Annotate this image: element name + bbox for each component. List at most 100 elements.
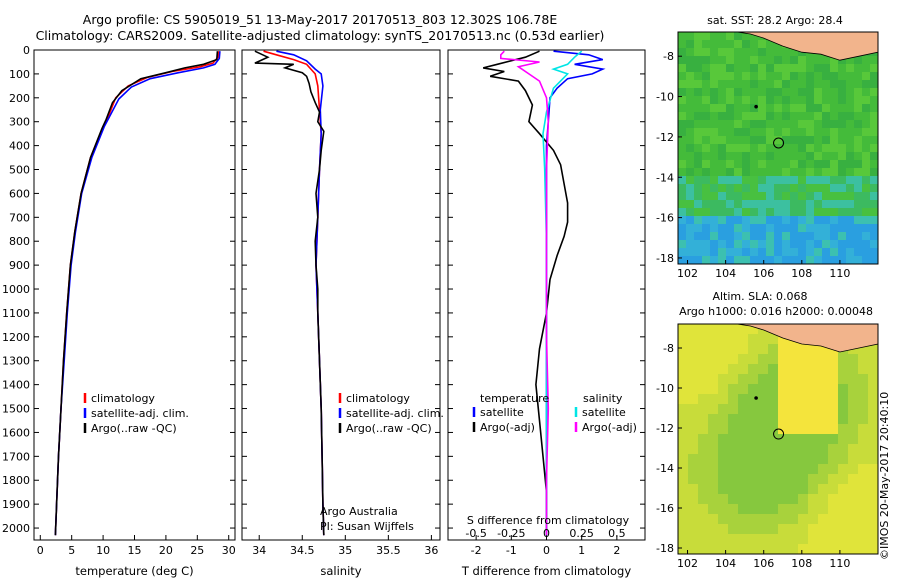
sla_map-map-cell — [818, 454, 829, 465]
sst_map-map-cell — [742, 184, 751, 193]
sst_map-map-cell — [822, 56, 831, 65]
sst_map-map-cell — [838, 216, 847, 225]
sla_map-map-cell — [748, 364, 759, 375]
sst_map-map-cell — [814, 184, 823, 193]
sst_map-map-cell — [814, 64, 823, 73]
sst_map-map-cell — [758, 96, 767, 105]
sst_map-map-cell — [758, 216, 767, 225]
sst_map-map-cell — [798, 144, 807, 153]
sla_map-map-cell — [828, 534, 839, 545]
sst_map-map-cell — [782, 72, 791, 81]
sst_map-map-cell — [838, 240, 847, 249]
sla_map-map-cell — [808, 394, 819, 405]
sst_map-map-cell — [862, 240, 871, 249]
sst_map-map-cell — [686, 136, 695, 145]
sla_map-map-cell — [748, 354, 759, 365]
sla_map-map-cell — [708, 444, 719, 455]
temperature-xtick-label: 30 — [222, 544, 236, 557]
sst_map-map-cell — [758, 152, 767, 161]
sst_map-map-cell — [678, 256, 687, 265]
sst_map-map-cell — [702, 168, 711, 177]
sla_map-map-cell — [838, 414, 849, 425]
sst_map-map-cell — [726, 232, 735, 241]
sst_map-map-cell — [694, 104, 703, 113]
sla_map-map-cell — [748, 394, 759, 405]
sst_map-map-cell — [702, 72, 711, 81]
sst_map-map-cell — [758, 144, 767, 153]
sla_map-map-cell — [808, 344, 819, 355]
sst_map-map-cell — [774, 224, 783, 233]
sst_map-map-cell — [830, 128, 839, 137]
sst_map-map-cell — [838, 256, 847, 265]
sst_map-map-cell — [702, 144, 711, 153]
sst_map-map-cell — [694, 192, 703, 201]
sla_map-map-cell — [678, 514, 689, 525]
difference-series-salinity-argo-adj- — [499, 50, 550, 536]
sst_map-map-cell — [854, 72, 863, 81]
sla_map-map-cell — [728, 404, 739, 415]
sst_map-map-cell — [710, 232, 719, 241]
sst_map-map-cell — [726, 248, 735, 257]
sst_map-map-cell — [798, 248, 807, 257]
sla_map-map-cell — [788, 344, 799, 355]
sst_map-map-cell — [814, 208, 823, 217]
sla_map-map-cell — [698, 434, 709, 445]
sla_map-map-cell — [768, 464, 779, 475]
sla_map-map-cell — [748, 514, 759, 525]
sla_map-map-cell — [678, 334, 689, 345]
sst_map-map-cell — [838, 200, 847, 209]
sla_map-map-cell — [738, 334, 749, 345]
sst_map-map-cell — [774, 248, 783, 257]
sst_map-map-cell — [838, 192, 847, 201]
sst_map-map-cell — [694, 56, 703, 65]
sst_map-map-cell — [758, 256, 767, 265]
sla_map-map-cell — [838, 534, 849, 545]
sla_map-map-cell — [718, 474, 729, 485]
sla_map-map-cell — [768, 484, 779, 495]
sla_map-map-cell — [868, 454, 879, 465]
sla_map-map-cell — [778, 534, 789, 545]
depth-tick-label: 200 — [9, 92, 30, 105]
sst_map-map-cell — [782, 192, 791, 201]
sst_map-map-cell — [766, 120, 775, 129]
sst_map-map-cell — [710, 72, 719, 81]
sla_map-map-cell — [838, 374, 849, 385]
sla_map-map-cell — [768, 394, 779, 405]
sst_map-map-cell — [830, 80, 839, 89]
sla_map-map-cell — [778, 464, 789, 475]
sst_map-map-cell — [758, 112, 767, 121]
sst_map-map-cell — [726, 256, 735, 265]
sst_map-map-cell — [726, 80, 735, 89]
sst_map-map-cell — [726, 152, 735, 161]
sst_map-map-cell — [686, 120, 695, 129]
sst_map-map-cell — [766, 224, 775, 233]
sst_map-map-cell — [750, 240, 759, 249]
sst_map-map-cell — [742, 232, 751, 241]
sst_map-map-cell — [822, 144, 831, 153]
sst_map-map-cell — [702, 200, 711, 209]
sla_map-map-cell — [728, 434, 739, 445]
sla_map-map-cell — [758, 464, 769, 475]
sst_map-map-cell — [790, 224, 799, 233]
sla_map-map-cell — [798, 494, 809, 505]
sla_map-map-cell — [798, 474, 809, 485]
sst_map-map-cell — [742, 96, 751, 105]
depth-tick-label: 1200 — [2, 331, 30, 344]
sst_map-map-cell — [782, 120, 791, 129]
sst_map-map-cell — [694, 136, 703, 145]
sla_map-map-cell — [858, 344, 869, 355]
sst_map-map-cell — [694, 96, 703, 105]
sla_map-map-cell — [798, 344, 809, 355]
sst_map-map-cell — [806, 192, 815, 201]
sla_map-map-cell — [818, 464, 829, 475]
sla_map-map-cell — [798, 424, 809, 435]
sla_map-map-cell — [868, 524, 879, 535]
sst_map-map-cell — [766, 208, 775, 217]
sst_map-map-cell — [734, 32, 743, 41]
sst_map-map-cell — [694, 208, 703, 217]
sla_map-map-cell — [818, 364, 829, 375]
sla_map-map-cell — [678, 504, 689, 515]
sla_map-map-cell — [788, 434, 799, 445]
sst_map-map-cell — [718, 216, 727, 225]
sst_map-map-cell — [750, 200, 759, 209]
